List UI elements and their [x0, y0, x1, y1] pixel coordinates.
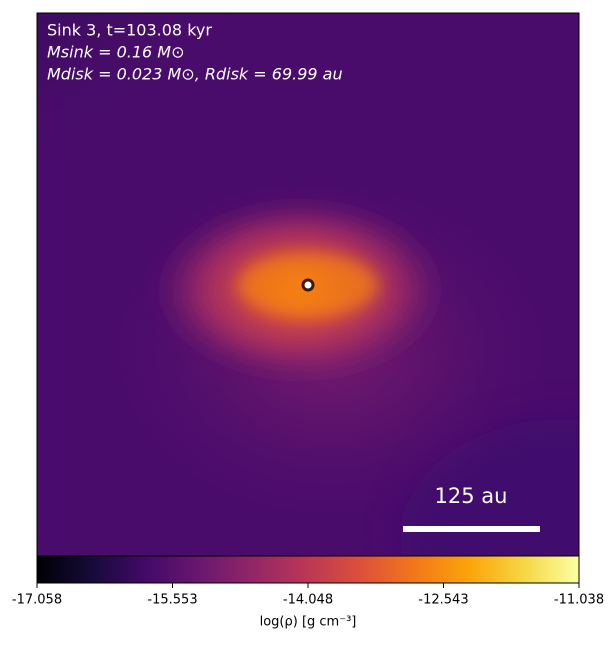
- colorbar-label: log(ρ) [g cm⁻³]: [260, 615, 357, 630]
- colorbar-tick-label: -11.038: [554, 593, 604, 608]
- colorbar-tick-label: -17.058: [12, 593, 62, 608]
- colorbar-tick-label: -12.543: [418, 593, 468, 608]
- annotation: Msink = 0.16 M⊙: [47, 43, 185, 62]
- colorbar-tick-label: -14.048: [283, 593, 333, 608]
- sink-marker: [301, 278, 315, 292]
- annotation: Mdisk = 0.023 M⊙, Rdisk = 69.99 au: [47, 65, 343, 84]
- scale-bar-label: 125 au: [435, 484, 508, 508]
- colorbar-tick-label: -15.553: [147, 593, 197, 608]
- scale-bar: [403, 526, 540, 532]
- colorbar: [36, 555, 580, 584]
- annotation: Sink 3, t=103.08 kyr: [47, 21, 212, 40]
